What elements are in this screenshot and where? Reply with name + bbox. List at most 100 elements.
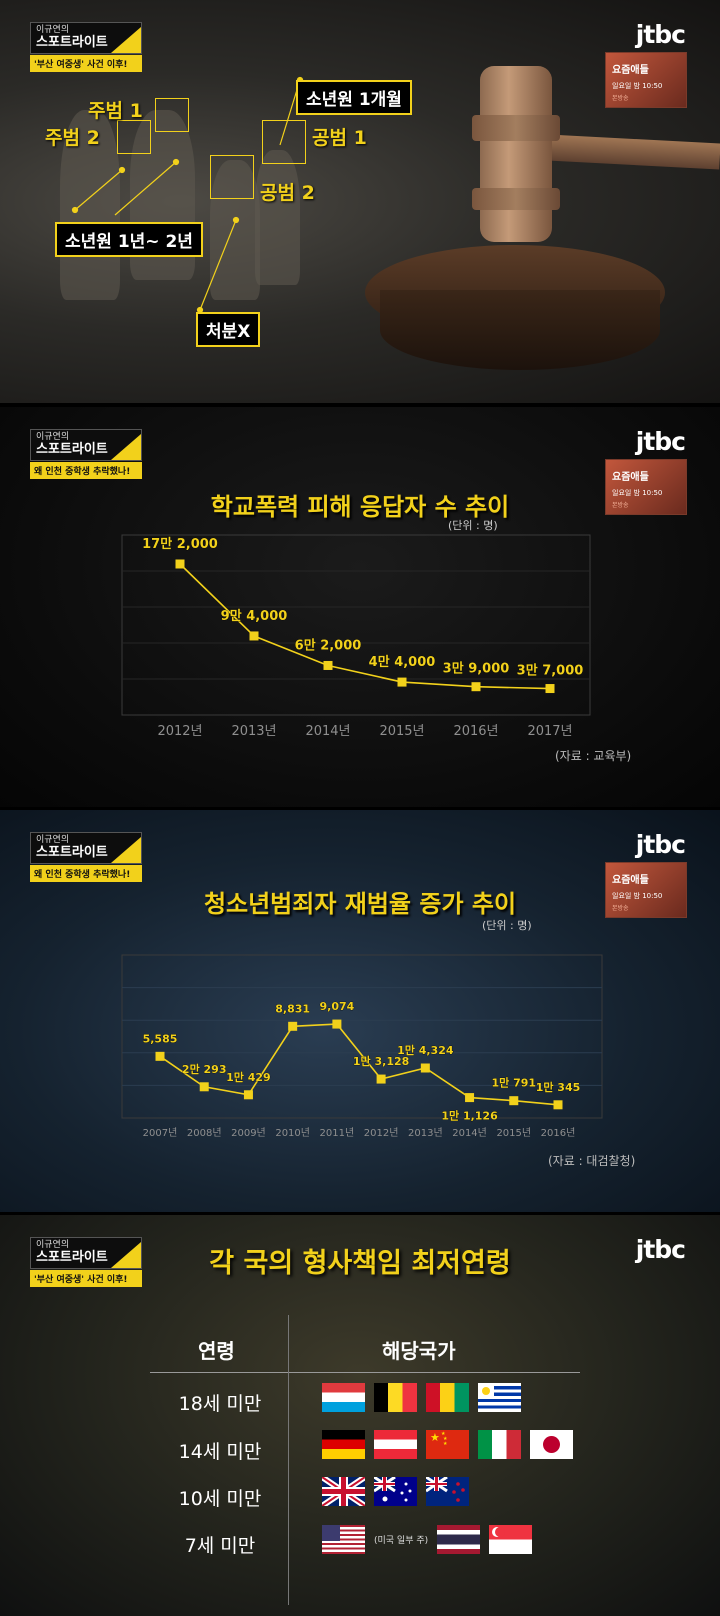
promo-card: 요즘애들 일요일 밤 10:50 본방송 (605, 862, 687, 918)
row-age-10: 10세 미만 (178, 1488, 262, 1510)
x-tick-label: 2017년 (527, 724, 572, 739)
promo-channel: 본방송 (612, 502, 629, 509)
table-title: 각 국의 형사책임 최저연령 (209, 1248, 511, 1279)
promo-title: 요즘애들 (612, 875, 649, 886)
data-point (465, 1093, 475, 1103)
promo-title: 요즘애들 (612, 65, 649, 76)
jtbc-logo: jtbc (635, 20, 686, 49)
tag-no-disposition: 처분X (196, 312, 261, 347)
flags-row-14: ★ ★ ★ ★ (322, 1430, 573, 1459)
gavel-ring (472, 188, 560, 210)
data-point (332, 1019, 342, 1029)
show-host: 이규연의 (36, 25, 70, 35)
chart-title: 학교폭력 피해 응답자 수 추이 (210, 493, 510, 521)
data-point (397, 677, 407, 687)
show-name: 스포트라이트 (36, 845, 108, 860)
show-host: 이규연의 (36, 1240, 70, 1250)
label-acc2: 공범 2 (260, 182, 315, 204)
label-main1: 주범 1 (88, 100, 143, 122)
data-label: 8,831 (275, 1002, 310, 1015)
chart-frame (121, 954, 603, 1119)
data-point (509, 1096, 519, 1106)
gavel-ring (472, 115, 560, 141)
sound-block-base (380, 290, 660, 370)
uruguay-flag (478, 1383, 521, 1412)
x-tick-label: 2009년 (231, 1127, 266, 1139)
x-tick-label: 2014년 (305, 724, 350, 739)
chart-frame (121, 534, 591, 716)
flags-row-10 (322, 1477, 469, 1506)
table-column-divider (288, 1315, 289, 1605)
china-flag: ★ ★ ★ ★ (426, 1430, 469, 1459)
show-host: 이규연의 (36, 432, 70, 442)
show-name: 스포트라이트 (36, 1250, 108, 1265)
promo-channel: 본방송 (612, 905, 629, 912)
jtbc-logo: jtbc (635, 427, 686, 456)
gavel-icon (480, 66, 552, 242)
jtbc-logo: jtbc (635, 1235, 686, 1264)
series-line (159, 1023, 559, 1106)
data-label: 9만 4,000 (221, 608, 288, 624)
data-label: 3만 9,000 (443, 661, 510, 677)
data-label: 1만 3,128 (353, 1054, 409, 1068)
show-badge: 이규연의 스포트라이트 왜 인천 중학생 추락했나! (30, 832, 142, 882)
panel-recidivism-chart: 5,585 2007년 2만 293 2008년 1만 429 2009년 8,831 201… (0, 810, 720, 1212)
uk-flag (322, 1477, 365, 1506)
show-badge: 이규연의 스포트라이트 왜 인천 중학생 추락했나! (30, 429, 142, 479)
x-tick-label: 2011년 (320, 1127, 355, 1139)
promo-time: 일요일 밤 10:50 (612, 489, 663, 497)
marker-main2 (117, 120, 151, 154)
data-point (249, 631, 259, 641)
promo-time: 일요일 밤 10:50 (612, 82, 663, 90)
data-point (288, 1021, 298, 1031)
chart-unit: (단위 : 명) (448, 519, 498, 532)
data-label: 5,585 (143, 1032, 178, 1045)
usa-note: (미국 일부 주) (374, 1536, 429, 1546)
row-age-18: 18세 미만 (178, 1393, 262, 1415)
data-point (420, 1063, 430, 1073)
x-tick-label: 2010년 (275, 1127, 310, 1139)
data-label: 1만 345 (536, 1080, 581, 1094)
x-tick-label: 2012년 (364, 1127, 399, 1139)
guinea-flag (426, 1383, 469, 1412)
data-point (199, 1082, 209, 1092)
panel-school-violence-chart: 17만 2,000 2012년 9만 4,000 2013년 6만 2,000 2014년… (0, 407, 720, 807)
singapore-flag (489, 1525, 533, 1554)
marker-main1 (155, 98, 189, 132)
header-countries: 해당국가 (382, 1339, 456, 1363)
australia-flag (374, 1477, 417, 1506)
label-acc1: 공범 1 (312, 127, 367, 149)
x-tick-label: 2015년 (379, 724, 424, 739)
promo-time: 일요일 밤 10:50 (612, 892, 663, 900)
jtbc-logo: jtbc (635, 830, 686, 859)
italy-flag (478, 1430, 521, 1459)
data-point (243, 1090, 253, 1100)
chart-unit: (단위 : 명) (482, 919, 532, 932)
data-point (376, 1074, 386, 1084)
data-label: 4만 4,000 (369, 654, 436, 670)
flags-row-7: (미국 일부 주) (322, 1525, 533, 1554)
data-point (471, 682, 481, 692)
belgium-flag (374, 1383, 417, 1412)
data-point (155, 1051, 165, 1061)
data-point (323, 660, 333, 670)
x-tick-label: 2016년 (453, 724, 498, 739)
row-age-7: 7세 미만 (184, 1535, 256, 1557)
germany-flag (322, 1430, 365, 1459)
x-tick-label: 2016년 (541, 1127, 576, 1139)
recidivism-line-chart: 5,585 2007년 2만 293 2008년 1만 429 2009년 8,831 201… (121, 954, 603, 1139)
show-badge: 이규연의 스포트라이트 '부산 여중생' 사건 이후! (30, 1237, 142, 1287)
show-host: 이규연의 (36, 835, 70, 845)
promo-channel: 본방송 (612, 95, 629, 102)
promo-title: 요즘애들 (612, 472, 649, 483)
data-label: 1만 1,126 (441, 1109, 498, 1123)
data-point (553, 1100, 563, 1110)
marker-acc2 (210, 155, 254, 199)
austria-flag (374, 1430, 417, 1459)
data-label: 6만 2,000 (295, 637, 362, 653)
usa-flag (322, 1525, 365, 1554)
flags-row-18 (322, 1383, 521, 1412)
x-tick-label: 2007년 (143, 1127, 178, 1139)
x-tick-label: 2013년 (231, 724, 276, 739)
new-zealand-flag (426, 1477, 469, 1506)
